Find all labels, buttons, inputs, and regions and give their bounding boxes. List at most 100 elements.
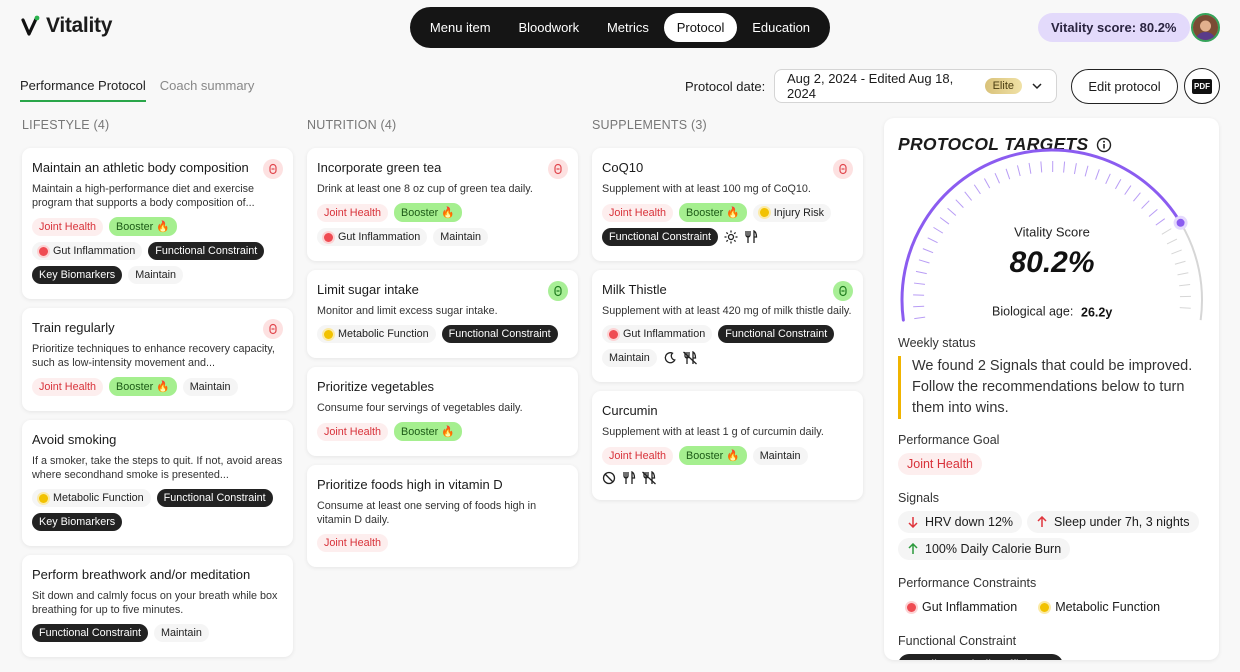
tag-label: Joint Health — [324, 425, 382, 438]
column-title: LIFESTYLE (4) — [22, 118, 110, 132]
card[interactable]: Prioritize vegetables Consume four servin… — [307, 367, 578, 456]
avatar-image — [1193, 15, 1218, 40]
status-icon — [263, 159, 283, 179]
nav-item[interactable]: Bloodwork — [518, 20, 580, 35]
tag: Functional Constraint — [718, 325, 835, 343]
signal-label: HRV down 12% — [925, 515, 1014, 529]
card-description: Supplement with at least 100 mg of CoQ10… — [602, 183, 811, 195]
nav-item[interactable]: Education — [752, 20, 811, 35]
card[interactable]: Limit sugar intake Monitor and limit exce… — [307, 270, 578, 358]
avatar[interactable] — [1191, 13, 1220, 42]
gauge-tick — [913, 305, 925, 308]
card-title: CoQ10 — [602, 160, 644, 175]
tag-label: Joint Health — [609, 206, 667, 219]
tag-label: Functional Constraint — [163, 492, 266, 504]
tag-label: Functional Constraint — [725, 328, 828, 340]
gauge-tick — [922, 248, 934, 254]
tag-row: Joint Health Booster 🔥 — [317, 203, 568, 222]
tag-row — [602, 471, 853, 485]
bio-age-label: Biological age: — [992, 304, 1073, 318]
tag: Joint Health — [32, 377, 104, 396]
tab[interactable]: Coach summary — [159, 78, 255, 93]
signal-tag: 100% Daily Calorie Burn — [898, 538, 1071, 560]
tag-label: Maintain — [161, 627, 202, 639]
card-title: Limit sugar intake — [317, 282, 419, 297]
moon-icon — [663, 351, 677, 365]
signal-tag: Sleep under 7h, 3 nights — [1027, 511, 1199, 533]
tag-dot — [907, 602, 916, 612]
card-description: Supplement with at least 1 g of curcumin… — [602, 426, 824, 438]
gauge-tick — [1063, 161, 1066, 173]
tag-row: Maintain — [602, 349, 853, 367]
column-title: SUPPLEMENTS (3) — [592, 118, 707, 132]
card[interactable]: Maintain an athletic body composition Mai… — [22, 148, 293, 299]
card-title: Curcumin — [602, 403, 658, 418]
tag: Booster 🔥 — [679, 203, 747, 222]
signal-arrow — [1036, 516, 1048, 528]
card[interactable]: CoQ10 Supplement with at least 100 mg of … — [592, 148, 863, 261]
tag: Maintain — [182, 377, 238, 396]
status-glyph-svg — [269, 163, 277, 175]
nav-item[interactable]: Metrics — [606, 20, 649, 35]
status-glyph — [267, 163, 279, 175]
gauge-tick — [1016, 165, 1021, 177]
card-description: Consume four servings of vegetables dail… — [317, 402, 523, 414]
targets-panel: PROTOCOL TARGETS Vitality Score 80.2% Biolo… — [884, 118, 1219, 660]
card[interactable]: Avoid smoking If a smoker, take the steps… — [22, 420, 293, 546]
tag: Joint Health — [32, 217, 104, 236]
card[interactable]: Milk Thistle Supplement with at least 420… — [592, 270, 863, 382]
tag-label: Booster 🔥 — [401, 207, 455, 219]
sun-icon-svg — [724, 230, 738, 244]
vitality-score[interactable]: Vitality score: 80.2% — [1038, 13, 1190, 42]
tag: Booster 🔥 — [679, 446, 747, 465]
status-icon — [833, 281, 853, 301]
card-description: Supplement with at least 420 mg of milk … — [602, 305, 852, 317]
tag-dot — [39, 493, 48, 503]
tag: Functional Constraint — [32, 624, 149, 642]
tag: Booster 🔥 — [109, 377, 177, 396]
tab[interactable]: Performance Protocol — [20, 78, 146, 102]
tag: Joint Health — [602, 446, 674, 465]
gauge-tick — [1166, 238, 1178, 245]
edit-button[interactable]: Edit protocol — [1071, 69, 1178, 104]
tag-label: Joint Health — [324, 537, 382, 549]
card-list: Maintain an athletic body composition Mai… — [22, 148, 293, 657]
tag: Joint Health — [317, 422, 389, 441]
targets-body: Weekly status We found 2 Signals that cou… — [898, 336, 1203, 660]
card[interactable]: Curcumin Supplement with at least 1 g of … — [592, 391, 863, 500]
status-icon — [263, 319, 283, 339]
moon-icon-svg — [664, 352, 676, 364]
card[interactable]: Incorporate green tea Drink at least one … — [307, 148, 578, 261]
gauge-tick — [1084, 165, 1089, 177]
gauge-tick — [1073, 163, 1077, 175]
card[interactable]: Perform breathwork and/or meditation Sit … — [22, 555, 293, 657]
tag-label: Key Biomarkers — [39, 269, 116, 281]
tag-label: Booster 🔥 — [401, 426, 455, 438]
status-icon — [548, 281, 568, 301]
tag-label: Gut Inflammation — [53, 245, 136, 257]
fork-icon-svg — [745, 230, 758, 243]
tag: Gut Inflammation — [898, 596, 1026, 618]
tag: Booster 🔥 — [394, 203, 462, 222]
status-icon — [833, 159, 853, 179]
tag: Functional Constraint — [148, 242, 265, 260]
column-title: NUTRITION (4) — [307, 118, 397, 132]
signal-arrow — [907, 543, 919, 555]
tag-row: Gut Inflammation Functional Constraint — [32, 242, 283, 260]
gauge-tick — [1028, 162, 1032, 174]
status-glyph-svg — [839, 285, 847, 297]
nav-item[interactable]: Protocol — [663, 13, 738, 42]
logo[interactable]: Vitality — [20, 14, 112, 38]
nav-item[interactable]: Menu item — [429, 20, 491, 35]
logo-mark — [20, 15, 40, 37]
tag-dot — [759, 208, 769, 217]
card[interactable]: Prioritize foods high in vitamin D Consum… — [307, 465, 578, 567]
tag-label: Functional Constraint — [448, 328, 551, 340]
gauge-tick — [913, 282, 926, 285]
pdf-button[interactable]: PDF — [1184, 68, 1220, 104]
card[interactable]: Train regularly Prioritize techniques to … — [22, 308, 293, 411]
date-select[interactable]: Aug 2, 2024 - Edited Aug 18, 2024 Elite — [774, 69, 1057, 103]
gauge-tick — [1040, 161, 1043, 173]
status-glyph — [552, 163, 564, 175]
